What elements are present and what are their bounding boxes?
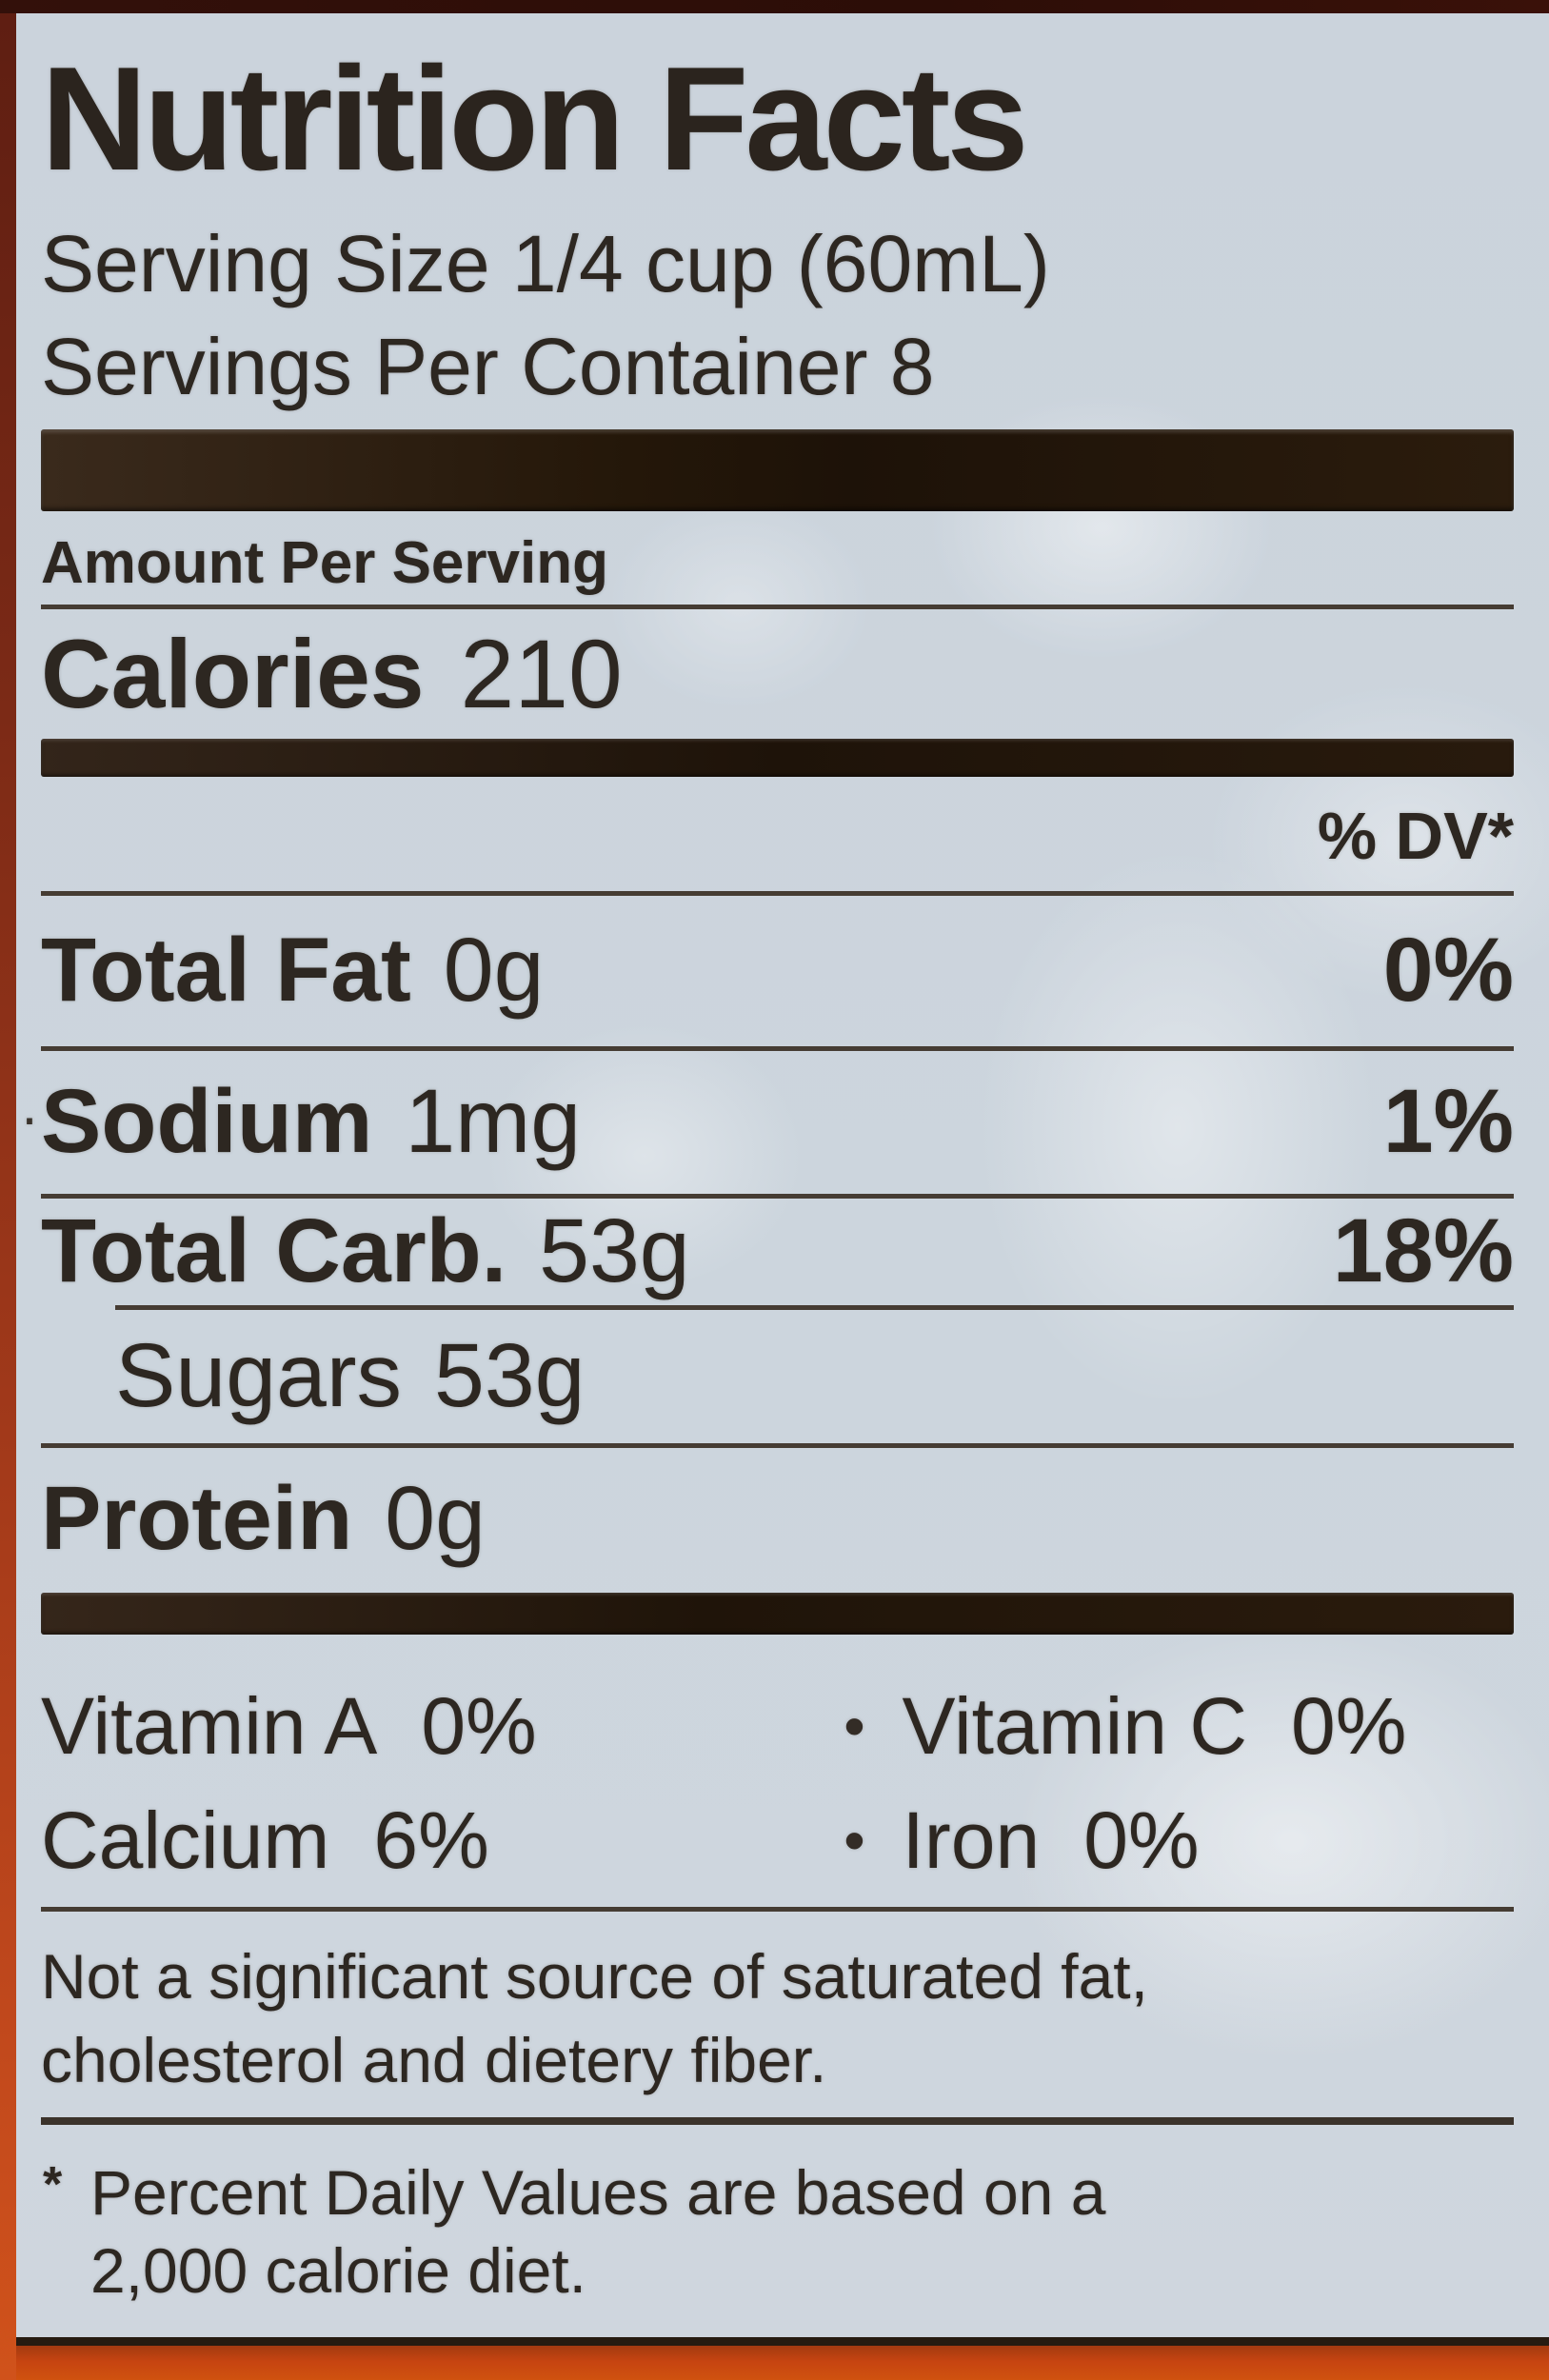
divider (41, 1193, 1514, 1199)
divider (41, 2116, 1514, 2125)
divider (41, 604, 1514, 609)
nutrition-facts-panel: Nutrition Facts Serving Size 1/4 cup (60… (16, 13, 1549, 2346)
daily-value-header: % DV* (1317, 798, 1514, 873)
divider (41, 1045, 1514, 1051)
vitamin-a-pair: Vitamin A 0% (41, 1669, 806, 1783)
nutrient-amount: 53g (434, 1325, 586, 1427)
vitamin-name: Vitamin A (41, 1680, 378, 1771)
vitamin-name: Iron (902, 1795, 1041, 1885)
nutrient-daily-value: 18% (1332, 1200, 1514, 1302)
vitamin-c-pair: Vitamin C 0% (902, 1669, 1514, 1783)
calories-label: Calories (41, 619, 425, 728)
servings-per-container-line: Servings Per Container 8 (41, 321, 935, 411)
nutrient-row-sodium: · Sodium 1mg 1% (20, 1051, 1514, 1194)
nutrient-amount: 0g (443, 920, 545, 1021)
bullet-separator: • (844, 1691, 865, 1760)
divider-indented (115, 1304, 1514, 1310)
page-title: Nutrition Facts (41, 36, 1029, 201)
nutrient-row-total-fat: Total Fat 0g 0% (41, 896, 1514, 1046)
significance-note: Not a significant source of saturated fa… (41, 1934, 1514, 2102)
vitamin-row-1: Vitamin A 0% • Vitamin C 0% (41, 1669, 1514, 1783)
section-separator-bar-top (41, 428, 1514, 511)
serving-size-line: Serving Size 1/4 cup (60mL) (41, 218, 1050, 308)
divider (41, 1442, 1514, 1448)
package-edge-bottom (0, 2346, 1549, 2380)
footnote-line-2: 2,000 calorie diet. (90, 2234, 587, 2306)
amount-per-serving-heading: Amount Per Serving (41, 529, 608, 596)
nutrient-name: Sodium (41, 1071, 373, 1173)
section-separator-bar-calories (41, 738, 1514, 777)
nutrient-amount: 1mg (405, 1071, 582, 1173)
divider (41, 890, 1514, 896)
nutrient-name: Sugars (115, 1325, 403, 1427)
vitamins-section: Vitamin A 0% • Vitamin C 0% Calcium 6% •… (41, 1669, 1514, 1897)
calories-value: 210 (460, 619, 623, 728)
package-edge-left (0, 0, 16, 2380)
vitamin-value: 0% (1291, 1680, 1407, 1771)
vitamin-name: Vitamin C (902, 1680, 1248, 1771)
bullet-separator: • (844, 1805, 865, 1874)
asterisk-marker: * (43, 2156, 63, 2212)
nutrient-name: Total Carb. (41, 1200, 507, 1302)
iron-pair: Iron 0% (902, 1783, 1514, 1897)
vitamin-value: 6% (373, 1795, 489, 1885)
note-line-1: Not a significant source of saturated fa… (41, 1940, 1148, 2012)
package-edge-top (0, 0, 1549, 13)
nutrient-name: Total Fat (41, 920, 411, 1021)
vitamin-value: 0% (1083, 1795, 1200, 1885)
print-artifact-dot: · (20, 1084, 39, 1149)
nutrient-amount: 0g (385, 1468, 486, 1570)
daily-values-footnote: * Percent Daily Values are based on a 2,… (41, 2153, 1514, 2310)
calories-row: Calories 210 (41, 621, 1514, 727)
footnote-line-1: Percent Daily Values are based on a (90, 2156, 1106, 2228)
nutrient-daily-value: 1% (1382, 1071, 1514, 1173)
section-separator-bar-bottom (41, 1592, 1514, 1635)
divider (41, 1906, 1514, 1912)
nutrient-row-sugars: Sugars 53g (41, 1310, 1514, 1443)
vitamin-row-2: Calcium 6% • Iron 0% (41, 1783, 1514, 1897)
vitamin-value: 0% (421, 1680, 537, 1771)
calcium-pair: Calcium 6% (41, 1783, 806, 1897)
nutrient-amount: 53g (539, 1200, 690, 1302)
note-line-2: cholesterol and dietery fiber. (41, 2024, 827, 2095)
nutrient-daily-value: 0% (1382, 920, 1514, 1021)
nutrient-row-total-carb: Total Carb. 53g 18% (41, 1199, 1514, 1305)
vitamin-name: Calcium (41, 1795, 330, 1885)
nutrient-row-protein: Protein 0g (41, 1448, 1514, 1591)
nutrient-name: Protein (41, 1468, 353, 1570)
